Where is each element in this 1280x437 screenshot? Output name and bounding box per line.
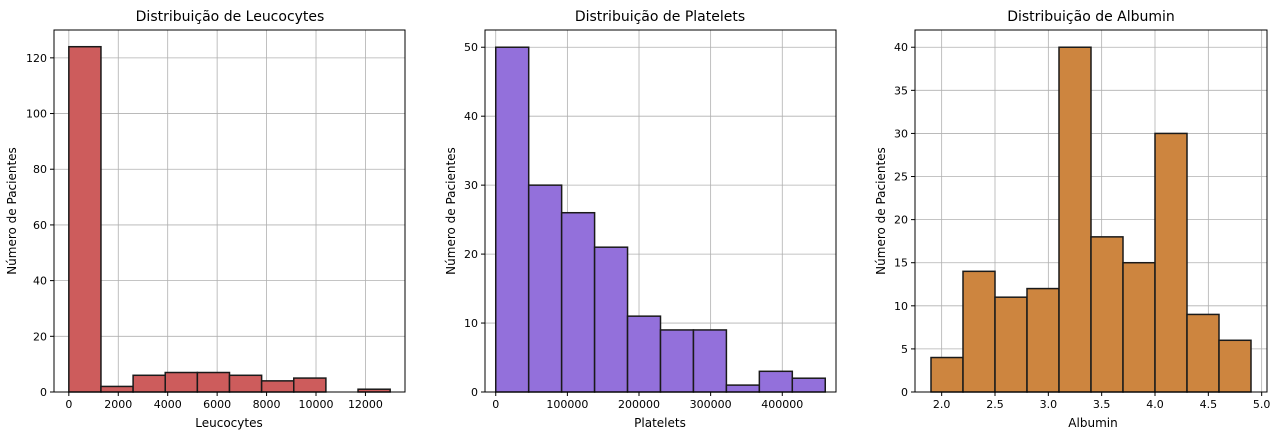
y-tick-label: 15 [894, 257, 908, 270]
x-tick-label: 0 [65, 398, 72, 411]
x-tick-label: 100000 [546, 398, 588, 411]
y-axis-label: Número de Pacientes [5, 147, 19, 275]
y-tick-label: 25 [894, 171, 908, 184]
histogram-bar [228, 374, 263, 393]
histogram-bar [1122, 261, 1156, 393]
leucocytes-chart: Distribuição de Leucocytes Leucocytes Nú… [5, 9, 406, 430]
y-axis-label: Número de Pacientes [444, 147, 458, 275]
y-tick-label: 120 [26, 52, 47, 65]
x-axis-label: Platelets [634, 416, 686, 430]
y-tick-label: 5 [901, 343, 908, 356]
x-tick-label: 10000 [299, 398, 334, 411]
y-tick-label: 0 [471, 386, 478, 399]
y-tick-label: 20 [464, 248, 478, 261]
x-tick-label: 300000 [690, 398, 732, 411]
axes-frame [914, 29, 1268, 393]
y-axis-label: Número de Pacientes [874, 147, 888, 275]
y-tick-label: 20 [894, 214, 908, 227]
x-tick-label: 3.5 [1093, 398, 1111, 411]
x-tick-label: 2.0 [933, 398, 951, 411]
histogram-bar [1186, 313, 1220, 393]
y-tick-label: 60 [33, 219, 47, 232]
histogram-bar [1154, 132, 1188, 393]
histogram-bar [196, 371, 231, 393]
x-tick-label: 2000 [104, 398, 132, 411]
y-tick-label: 80 [33, 163, 47, 176]
x-tick-label: 4.5 [1200, 398, 1218, 411]
x-tick-label: 4.0 [1146, 398, 1164, 411]
y-tick-label: 10 [894, 300, 908, 313]
x-tick-label: 6000 [203, 398, 231, 411]
histogram-bar [1090, 236, 1124, 393]
y-tick-label: 30 [464, 179, 478, 192]
y-tick-label: 35 [894, 84, 908, 97]
histogram-bar [164, 371, 199, 393]
histogram-bar [930, 356, 964, 393]
y-tick-label: 0 [40, 386, 47, 399]
histogram-bar [791, 377, 827, 393]
y-tick-label: 10 [464, 317, 478, 330]
histogram-bar [1058, 46, 1092, 393]
histogram-bar [260, 380, 295, 393]
histogram-bar [692, 329, 728, 393]
axes-frame [484, 29, 837, 393]
albumin-chart: Distribuição de Albumin Albumin Número d… [874, 9, 1270, 430]
chart-title: Distribuição de Albumin [1007, 9, 1175, 25]
x-tick-label: 0 [492, 398, 499, 411]
axes-frame [53, 29, 406, 393]
histogram-bar [758, 370, 794, 393]
histogram-bar [100, 385, 134, 393]
histogram-bar [1218, 339, 1252, 393]
platelets-chart: Distribuição de Platelets Platelets Núme… [444, 9, 837, 430]
y-tick-label: 40 [33, 275, 47, 288]
y-tick-label: 40 [894, 41, 908, 54]
histogram-bar [725, 384, 761, 393]
histogram-bar [560, 211, 596, 393]
histogram-bar [132, 374, 166, 393]
x-axis-label: Leucocytes [195, 416, 262, 430]
x-tick-label: 400000 [761, 398, 803, 411]
y-tick-label: 100 [26, 108, 47, 121]
y-tick-label: 20 [33, 330, 47, 343]
x-tick-label: 200000 [618, 398, 660, 411]
histogram-bar [593, 246, 629, 393]
x-tick-label: 12000 [348, 398, 383, 411]
y-tick-label: 30 [894, 127, 908, 140]
x-axis-label: Albumin [1068, 416, 1117, 430]
plot-area [54, 30, 405, 392]
histogram-bar [626, 315, 662, 393]
histogram-bar [494, 46, 530, 393]
x-tick-label: 8000 [253, 398, 281, 411]
histogram-bar [68, 45, 102, 393]
x-tick-label: 2.5 [986, 398, 1004, 411]
y-tick-label: 0 [901, 386, 908, 399]
chart-title: Distribuição de Leucocytes [136, 9, 325, 25]
histogram-bar [293, 377, 327, 393]
histogram-bar [962, 270, 996, 393]
y-tick-label: 50 [464, 41, 478, 54]
chart-title: Distribuição de Platelets [575, 9, 745, 25]
x-tick-label: 4000 [154, 398, 182, 411]
x-tick-label: 3.0 [1040, 398, 1058, 411]
x-tick-label: 5.0 [1253, 398, 1271, 411]
histogram-bar [659, 329, 695, 393]
histogram-bar [1026, 287, 1060, 393]
histogram-bar [994, 296, 1028, 393]
histogram-bar [527, 184, 563, 393]
y-tick-label: 40 [464, 110, 478, 123]
